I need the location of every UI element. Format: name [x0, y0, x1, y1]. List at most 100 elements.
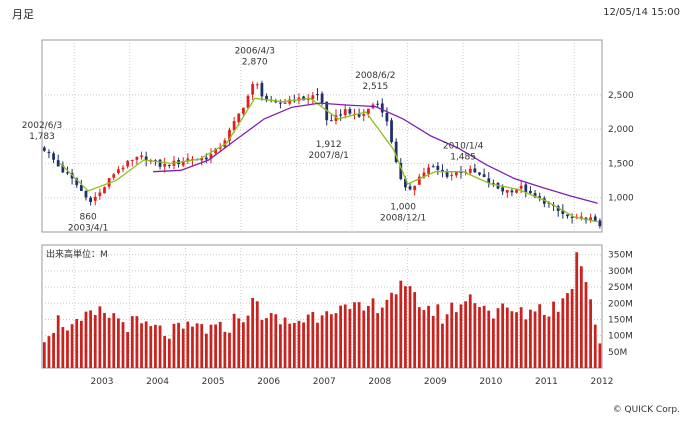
candle-body	[538, 196, 542, 198]
volume-bar	[163, 335, 167, 368]
candle-body	[450, 174, 454, 176]
candle-body	[260, 83, 264, 97]
candle-body	[482, 174, 486, 178]
volume-bar	[362, 310, 366, 368]
candle-body	[79, 184, 83, 192]
volume-y-tick-label: 300M	[608, 267, 633, 277]
volume-bar	[367, 305, 370, 368]
candle-body	[167, 164, 171, 166]
candle-body	[468, 168, 472, 173]
volume-y-tick-label: 200M	[608, 299, 633, 309]
annotation-value: 1,912	[316, 140, 342, 150]
volume-bar	[464, 301, 467, 368]
chart-interval-title: 月足	[12, 8, 34, 21]
candle-body	[288, 99, 292, 104]
volume-bar	[316, 322, 319, 368]
volume-bar	[529, 309, 532, 368]
candle-body	[246, 95, 250, 108]
volume-bar	[112, 313, 116, 368]
volume-bar	[422, 310, 426, 368]
candle-body	[191, 159, 194, 161]
volume-bar	[348, 308, 352, 368]
volume-bar	[408, 286, 412, 368]
annotation-value: 1,485	[450, 152, 476, 162]
timestamp: 12/05/14 15:00	[603, 7, 680, 18]
volume-bar	[431, 315, 435, 368]
candle-body	[390, 120, 393, 143]
volume-bar	[487, 310, 491, 368]
candle-body	[163, 163, 167, 167]
volume-bar	[107, 317, 111, 368]
candle-body	[362, 114, 366, 116]
price-frame	[41, 39, 603, 233]
volume-bar	[167, 338, 171, 368]
volume-bar	[482, 305, 486, 368]
volume-bar	[427, 305, 430, 368]
candle-body	[200, 158, 204, 161]
candle-body	[343, 109, 347, 116]
volume-bar	[343, 304, 347, 368]
candle-body	[135, 157, 139, 160]
candle-body	[209, 154, 213, 159]
volume-bar	[413, 292, 417, 368]
candle-body	[505, 190, 509, 193]
volume-bar	[325, 311, 329, 368]
candle-body	[107, 178, 111, 187]
volume-bar	[140, 323, 143, 368]
candle-body	[140, 155, 143, 158]
candle-body	[413, 185, 417, 191]
volume-bar	[177, 322, 180, 368]
x-tick-label: 2005	[202, 377, 225, 387]
candle-body	[117, 169, 120, 173]
candle-body	[204, 157, 208, 160]
x-axis: 2003 2004 2005 2006 2007 2008 2009 2010 2011 2012	[91, 377, 614, 387]
volume-bar	[89, 310, 92, 368]
candle-body	[84, 190, 88, 198]
annotation-date: 2003/4/1	[68, 223, 108, 233]
x-tick-label: 2011	[535, 377, 558, 387]
volume-bar	[385, 299, 389, 368]
candle-body	[579, 216, 583, 218]
volume-bar	[117, 318, 120, 368]
volume-bar	[130, 316, 134, 368]
volume-bar	[329, 314, 333, 368]
volume-bar	[297, 320, 301, 368]
price-y-tick-label: 1,500	[608, 159, 634, 169]
candle-body	[126, 160, 130, 167]
candle-body	[265, 95, 268, 101]
candle-body	[589, 217, 592, 221]
volume-bar	[186, 321, 190, 368]
x-tick-label: 2007	[313, 377, 336, 387]
candle-body	[66, 172, 69, 174]
volume-bar	[492, 318, 495, 368]
volume-bar	[399, 280, 403, 368]
volume-bar	[547, 316, 551, 368]
volume-y-tick-label: 100M	[608, 332, 633, 342]
volume-bar	[306, 314, 310, 368]
candle-body	[519, 185, 523, 189]
volume-bar	[417, 307, 421, 368]
volume-y-tick-label: 250M	[608, 283, 633, 293]
volume-bar	[237, 318, 241, 368]
volume-bar	[589, 299, 592, 368]
volume-bar	[232, 313, 236, 368]
candle-body	[566, 214, 569, 217]
volume-y-tick-label: 50M	[608, 348, 627, 358]
candle-body	[593, 216, 597, 221]
volume-bar	[519, 307, 523, 368]
volume-bar	[556, 311, 560, 368]
candle-body	[42, 147, 46, 151]
candle-body	[61, 165, 65, 173]
candle-body	[422, 172, 426, 178]
annotation-value: 2,515	[362, 82, 388, 92]
candle-body	[154, 160, 157, 162]
annotation-date: 2006/4/3	[235, 46, 275, 56]
volume-bar	[209, 324, 213, 368]
candle-body	[283, 102, 287, 104]
candle-body	[492, 183, 495, 185]
volume-bar	[246, 315, 250, 368]
candle-body	[478, 172, 481, 175]
volume-bar	[292, 322, 296, 368]
